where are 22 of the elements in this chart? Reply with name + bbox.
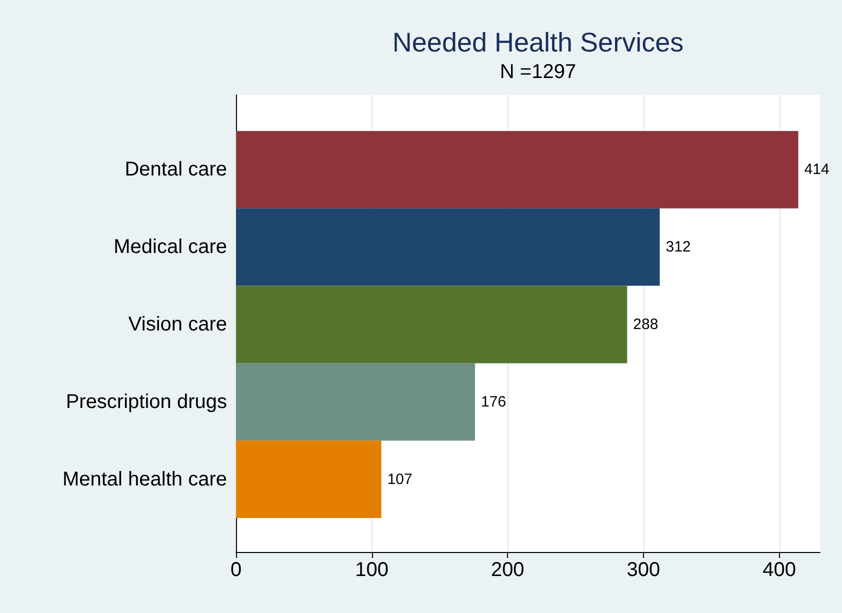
data-label: 107 [387, 470, 412, 488]
data-label: 288 [633, 316, 658, 333]
y-tick-label: Mental health care [62, 468, 227, 490]
y-tick-label: Vision care [128, 314, 227, 336]
chart-subtitle: N =1297 [500, 61, 576, 83]
x-tick-label: 200 [490, 559, 524, 581]
chart-title: Needed Health Services [392, 28, 684, 58]
x-tick-label: 0 [230, 559, 242, 581]
bar [236, 363, 476, 441]
x-tick-label: 100 [355, 559, 388, 581]
data-label: 414 [804, 161, 830, 178]
x-tick-label: 400 [762, 559, 796, 581]
bar [236, 286, 628, 364]
x-tick-label: 300 [626, 559, 660, 581]
bar [236, 208, 660, 286]
y-tick-label: Medical care [114, 236, 227, 258]
y-tick-label: Prescription drugs [66, 390, 227, 413]
bar [236, 131, 798, 208]
data-label: 312 [666, 238, 691, 256]
bar [236, 440, 382, 518]
data-label: 176 [481, 393, 506, 410]
y-tick-label: Dental care [124, 158, 227, 181]
